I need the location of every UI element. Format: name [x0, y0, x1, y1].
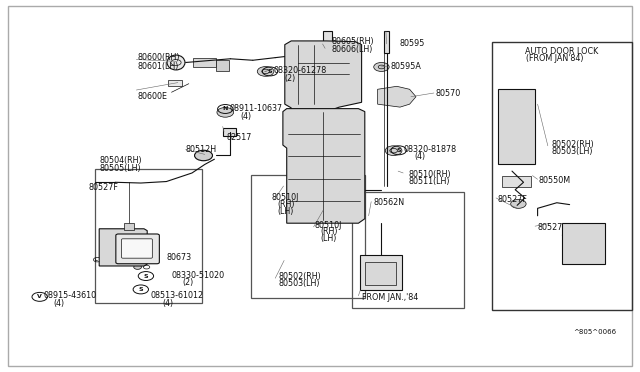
Text: S: S [396, 148, 401, 153]
Text: 80502(RH): 80502(RH) [278, 272, 321, 280]
Text: 80512H: 80512H [186, 145, 217, 154]
Text: 80562N: 80562N [374, 198, 405, 207]
Text: 80601(LH): 80601(LH) [138, 62, 179, 71]
Ellipse shape [167, 55, 185, 70]
Text: 82517: 82517 [227, 133, 252, 142]
Text: 80595A: 80595A [390, 62, 421, 71]
Bar [365, 262, 396, 285]
Text: 80510J: 80510J [272, 193, 300, 202]
Text: AUTO DOOR LOCK: AUTO DOOR LOCK [525, 47, 598, 56]
Circle shape [195, 150, 212, 161]
FancyBboxPatch shape [122, 239, 152, 258]
Text: 80550M: 80550M [539, 176, 571, 185]
Text: S: S [138, 287, 143, 292]
Circle shape [217, 108, 234, 117]
Bar [95, 169, 202, 303]
Text: 80527F: 80527F [498, 195, 528, 203]
Text: 08320-81878: 08320-81878 [403, 145, 456, 154]
Polygon shape [285, 41, 362, 112]
Bar [168, 80, 182, 86]
Circle shape [385, 146, 402, 155]
Text: (LH): (LH) [321, 234, 337, 243]
Text: 80510(RH): 80510(RH) [408, 170, 451, 179]
Bar [216, 60, 229, 71]
Text: 80600E: 80600E [138, 92, 168, 101]
Text: 80527F: 80527F [88, 183, 118, 192]
Bar [360, 255, 402, 290]
Polygon shape [283, 109, 365, 223]
Text: 80511(LH): 80511(LH) [408, 177, 450, 186]
Text: (LH): (LH) [278, 207, 294, 216]
Text: 08911-10637: 08911-10637 [229, 104, 282, 113]
Text: (RH): (RH) [278, 200, 295, 209]
Text: 80505(LH): 80505(LH) [99, 164, 141, 173]
Text: S: S [268, 69, 273, 74]
Text: 80595: 80595 [400, 39, 426, 48]
Circle shape [511, 199, 526, 208]
Text: (4): (4) [415, 153, 426, 161]
Circle shape [374, 62, 389, 71]
Bar [352, 192, 464, 308]
Bar [492, 42, 632, 310]
Text: N: N [223, 106, 228, 112]
Text: (FROM JAN'84): (FROM JAN'84) [526, 54, 584, 63]
Polygon shape [99, 229, 147, 266]
Text: 08915-43610: 08915-43610 [44, 291, 97, 300]
Text: ^805^0066: ^805^0066 [573, 329, 616, 335]
Text: (4): (4) [53, 299, 64, 308]
Polygon shape [378, 86, 416, 107]
Text: S: S [143, 273, 148, 279]
Text: FROM JAN.,'84: FROM JAN.,'84 [362, 293, 419, 302]
Bar [193, 58, 216, 67]
Text: 80605(RH): 80605(RH) [332, 37, 374, 46]
Text: 08320-61278: 08320-61278 [274, 66, 327, 75]
Bar [498, 89, 535, 164]
Bar [223, 128, 236, 136]
Text: 80527F: 80527F [538, 223, 568, 232]
Text: 08513-61012: 08513-61012 [150, 291, 204, 300]
Text: 80570: 80570 [435, 89, 460, 98]
Bar [562, 223, 605, 264]
Circle shape [257, 67, 274, 76]
Bar [323, 31, 332, 50]
Bar [124, 223, 134, 230]
Text: 80503(LH): 80503(LH) [552, 147, 593, 156]
Bar [502, 176, 531, 187]
Text: 80504(RH): 80504(RH) [99, 156, 142, 165]
Text: 80606(LH): 80606(LH) [332, 45, 373, 54]
Text: (2): (2) [182, 278, 194, 287]
Bar [251, 175, 365, 298]
Text: (2): (2) [285, 74, 296, 83]
Circle shape [134, 265, 141, 269]
Text: 80673: 80673 [166, 253, 191, 262]
Text: 80510J: 80510J [315, 221, 342, 230]
Bar [384, 31, 389, 53]
Text: 80502(RH): 80502(RH) [552, 140, 595, 149]
Text: 80550A: 80550A [573, 231, 604, 240]
Text: (RH): (RH) [321, 227, 338, 236]
Text: 08330-51020: 08330-51020 [172, 271, 225, 280]
Text: (4): (4) [241, 112, 252, 121]
Text: 80600(RH): 80600(RH) [138, 53, 180, 62]
Text: 80503(LH): 80503(LH) [278, 279, 320, 288]
FancyBboxPatch shape [116, 234, 159, 264]
Text: (4): (4) [162, 299, 173, 308]
Text: V: V [37, 294, 42, 299]
